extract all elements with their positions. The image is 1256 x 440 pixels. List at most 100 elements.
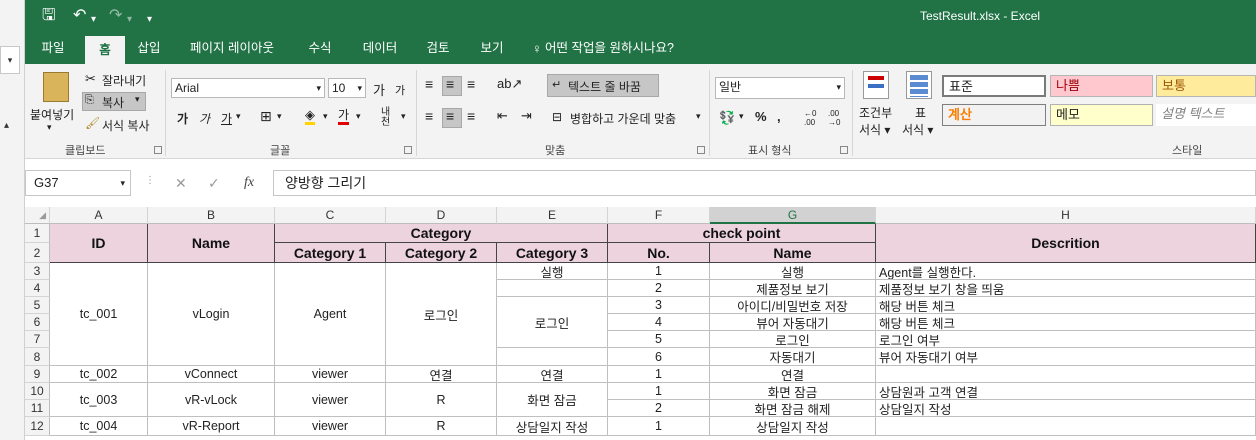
- paste-button[interactable]: 붙여넣기: [30, 108, 75, 122]
- tell-me-search[interactable]: 어떤 작업을 원하시나요?: [545, 41, 674, 55]
- wrap-text-button[interactable]: [547, 74, 659, 97]
- cell-d12[interactable]: R: [386, 417, 497, 436]
- underline-button[interactable]: 가: [221, 112, 233, 126]
- align-middle-button[interactable]: [442, 76, 462, 96]
- cell-h9[interactable]: [876, 366, 1256, 383]
- shrink-font-button[interactable]: 가: [395, 85, 406, 97]
- cell-g10[interactable]: 화면 잠금: [710, 383, 876, 400]
- fill-color-icon[interactable]: ◈: [305, 108, 315, 125]
- column-header-f[interactable]: F: [608, 207, 710, 224]
- style-bad[interactable]: 나쁨: [1050, 75, 1153, 97]
- cell-g8[interactable]: 자동대기: [710, 348, 876, 366]
- cell-h11[interactable]: 상담일지 작성: [876, 400, 1256, 417]
- cell-a3-merged[interactable]: tc_001: [50, 263, 148, 366]
- cut-button[interactable]: 잘라내기: [102, 74, 147, 88]
- row-header-9[interactable]: 9: [25, 366, 50, 383]
- tab-home[interactable]: 홈: [85, 36, 125, 64]
- header-description[interactable]: Descrition: [876, 224, 1256, 263]
- undo-dropdown-icon[interactable]: ▾: [91, 14, 97, 25]
- row-header-10[interactable]: 10: [25, 383, 50, 400]
- format-as-table-label[interactable]: 표: [915, 106, 927, 120]
- header-checkpoint-name[interactable]: Name: [710, 243, 876, 263]
- cell-e3[interactable]: 실행: [497, 263, 608, 280]
- format-as-table-icon[interactable]: [906, 71, 932, 99]
- column-header-c[interactable]: C: [275, 207, 386, 224]
- column-header-h[interactable]: H: [876, 207, 1256, 224]
- phonetic-dropdown-icon[interactable]: ▾: [401, 111, 406, 121]
- cell-f3[interactable]: 1: [608, 263, 710, 280]
- cell-f6[interactable]: 4: [608, 314, 710, 331]
- tab-file[interactable]: 파일: [41, 41, 65, 55]
- cell-e12[interactable]: 상담일지 작성: [497, 417, 608, 436]
- header-category-3[interactable]: Category 3: [497, 243, 608, 263]
- cell-e8[interactable]: [497, 348, 608, 366]
- underline-dropdown-icon[interactable]: ▾: [236, 111, 241, 121]
- conditional-format-icon[interactable]: [863, 71, 889, 99]
- border-icon[interactable]: ⊞: [260, 108, 272, 124]
- tab-data[interactable]: 데이터: [362, 41, 398, 55]
- formula-input[interactable]: 양방향 그리기: [273, 170, 1256, 196]
- header-check-point[interactable]: check point: [608, 224, 876, 243]
- select-all-corner[interactable]: ◢: [25, 207, 50, 224]
- header-category[interactable]: Category: [275, 224, 608, 243]
- style-note[interactable]: 메모: [1050, 104, 1153, 126]
- row-header-7[interactable]: 7: [25, 331, 50, 348]
- percent-button[interactable]: %: [755, 109, 767, 124]
- cell-c9[interactable]: viewer: [275, 366, 386, 383]
- cell-e4[interactable]: [497, 280, 608, 297]
- cell-c10-merged[interactable]: viewer: [275, 383, 386, 417]
- tab-page-layout[interactable]: 페이지 레이아웃: [190, 41, 274, 55]
- column-header-a[interactable]: A: [50, 207, 148, 224]
- font-color-dropdown-icon[interactable]: ▾: [356, 111, 361, 121]
- number-format-select[interactable]: 일반 ▾: [715, 77, 845, 99]
- cell-g12[interactable]: 상담일지 작성: [710, 417, 876, 436]
- cell-g4[interactable]: 제품정보 보기: [710, 280, 876, 297]
- copy-button[interactable]: [82, 92, 146, 111]
- cell-h10[interactable]: 상담원과 고객 연결: [876, 383, 1256, 400]
- cell-a12[interactable]: tc_004: [50, 417, 148, 436]
- cell-e5-merged[interactable]: 로그인: [497, 297, 608, 348]
- tab-review[interactable]: 검토: [426, 41, 450, 55]
- column-header-e[interactable]: E: [497, 207, 608, 224]
- style-neutral[interactable]: 보통: [1156, 75, 1256, 97]
- cell-f10[interactable]: 1: [608, 383, 710, 400]
- format-painter-button[interactable]: 서식 복사: [102, 119, 150, 133]
- cell-f8[interactable]: 6: [608, 348, 710, 366]
- cell-f7[interactable]: 5: [608, 331, 710, 348]
- tab-view[interactable]: 보기: [480, 41, 504, 55]
- cell-h5[interactable]: 해당 버튼 체크: [876, 297, 1256, 314]
- header-no[interactable]: No.: [608, 243, 710, 263]
- cell-c3-merged[interactable]: Agent: [275, 263, 386, 366]
- cell-e9[interactable]: 연결: [497, 366, 608, 383]
- row-header-11[interactable]: 11: [25, 400, 50, 417]
- decrease-decimal-icon[interactable]: .00 →0: [828, 109, 841, 127]
- accounting-dropdown-icon[interactable]: ▾: [739, 111, 744, 121]
- alignment-launcher[interactable]: [697, 146, 705, 154]
- row-header-6[interactable]: 6: [25, 314, 50, 331]
- font-color-button[interactable]: 가: [338, 108, 350, 125]
- row-header-4[interactable]: 4: [25, 280, 50, 297]
- accounting-format-icon[interactable]: 💱: [719, 110, 736, 125]
- cell-a9[interactable]: tc_002: [50, 366, 148, 383]
- cell-d10-merged[interactable]: R: [386, 383, 497, 417]
- phonetic-button[interactable]: 내천: [381, 107, 391, 128]
- cell-f5[interactable]: 3: [608, 297, 710, 314]
- paste-icon[interactable]: [43, 72, 69, 102]
- cell-b9[interactable]: vConnect: [148, 366, 275, 383]
- cell-g7[interactable]: 로그인: [710, 331, 876, 348]
- font-launcher[interactable]: [404, 146, 412, 154]
- style-explanatory[interactable]: 설명 텍스트: [1156, 104, 1256, 126]
- cancel-icon[interactable]: ✕: [175, 175, 187, 191]
- undo-icon[interactable]: ↶: [73, 7, 87, 24]
- cell-f9[interactable]: 1: [608, 366, 710, 383]
- customize-toolbar-icon[interactable]: ▾: [147, 14, 153, 25]
- row-header-3[interactable]: 3: [25, 263, 50, 280]
- column-header-b[interactable]: B: [148, 207, 275, 224]
- row-header-12[interactable]: 12: [25, 417, 50, 436]
- merge-center-button[interactable]: 병합하고 가운데 맞춤: [570, 112, 677, 126]
- font-name-select[interactable]: Arial ▾: [171, 78, 325, 98]
- paste-dropdown-icon[interactable]: ▾: [47, 122, 52, 132]
- name-box[interactable]: G37 ▾: [25, 170, 131, 196]
- align-bottom-icon[interactable]: ≡: [467, 76, 476, 92]
- cell-b3-merged[interactable]: vLogin: [148, 263, 275, 366]
